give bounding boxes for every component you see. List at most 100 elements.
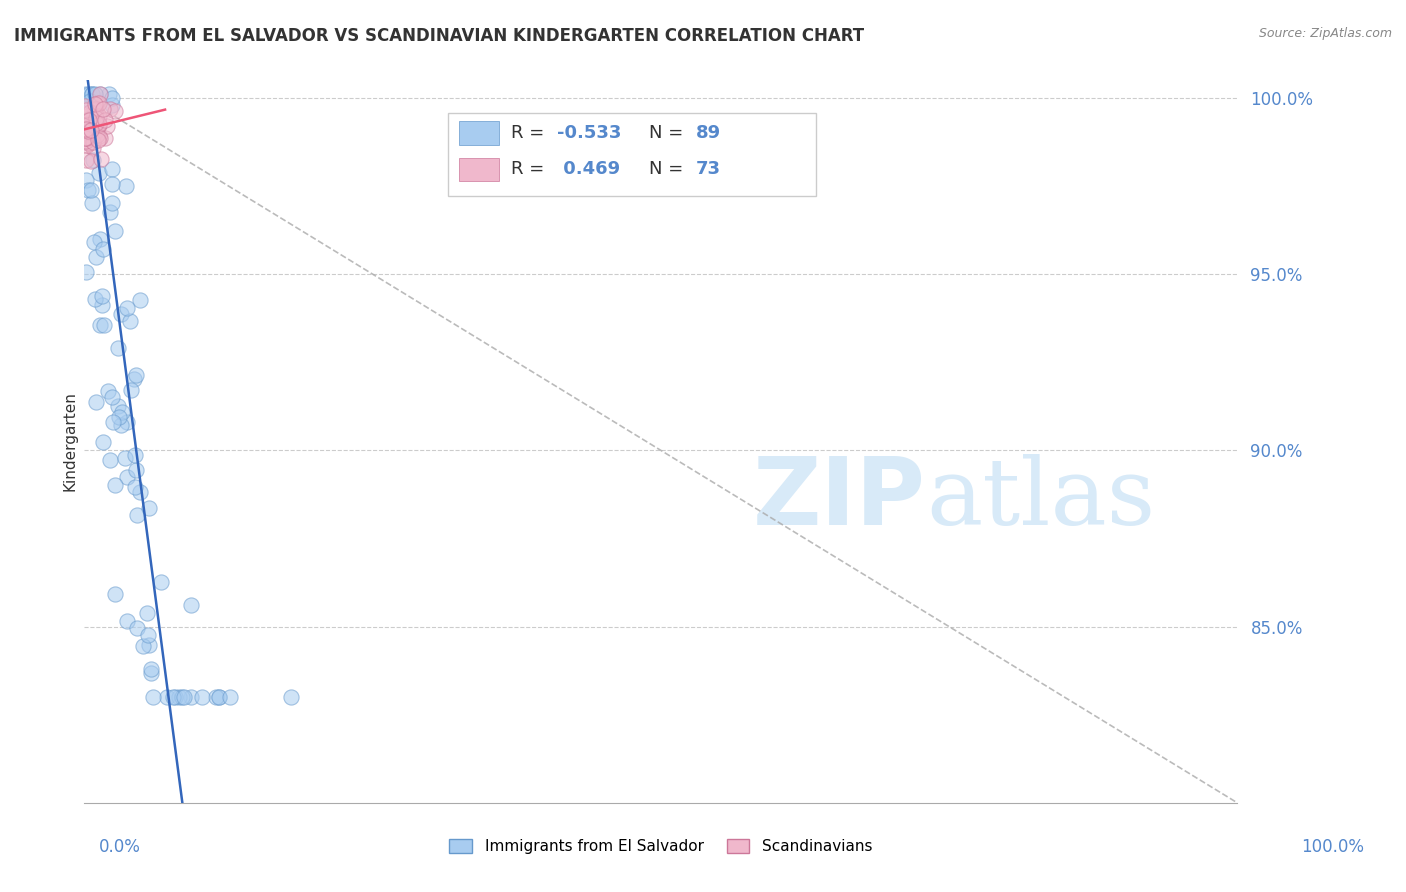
- Point: [103, 224, 125, 238]
- Point: [76, 133, 98, 147]
- Text: -0.533: -0.533: [557, 124, 621, 142]
- Point: [89, 232, 111, 246]
- Point: [204, 690, 226, 704]
- Point: [118, 313, 141, 327]
- Point: [77, 130, 100, 145]
- Point: [82, 111, 104, 125]
- Point: [104, 103, 127, 118]
- Point: [73, 134, 96, 148]
- Point: [76, 130, 98, 145]
- Point: [87, 120, 110, 134]
- Point: [89, 131, 111, 145]
- Point: [208, 690, 231, 704]
- Point: [75, 119, 97, 133]
- Point: [165, 690, 187, 704]
- Point: [77, 126, 100, 140]
- Point: [79, 95, 101, 109]
- Text: atlas: atlas: [927, 454, 1156, 544]
- Point: [76, 130, 98, 145]
- Point: [83, 129, 105, 144]
- Text: 73: 73: [696, 161, 720, 178]
- Point: [79, 130, 101, 145]
- Point: [82, 196, 104, 211]
- Point: [76, 115, 98, 129]
- Point: [107, 399, 129, 413]
- Point: [91, 289, 114, 303]
- Point: [75, 173, 97, 187]
- Point: [84, 97, 107, 112]
- Point: [86, 95, 108, 110]
- Text: Source: ZipAtlas.com: Source: ZipAtlas.com: [1258, 27, 1392, 40]
- Point: [91, 103, 114, 117]
- Point: [83, 132, 105, 146]
- Text: ZIP: ZIP: [754, 453, 927, 545]
- Point: [101, 162, 124, 177]
- Point: [76, 136, 98, 150]
- Point: [77, 127, 100, 141]
- Point: [100, 98, 122, 112]
- Point: [77, 87, 100, 102]
- Point: [73, 131, 96, 145]
- Point: [80, 122, 103, 136]
- Point: [82, 141, 104, 155]
- Point: [76, 110, 98, 124]
- Point: [83, 235, 105, 249]
- Text: R =: R =: [510, 124, 550, 142]
- Point: [138, 501, 160, 516]
- Point: [115, 614, 138, 628]
- Point: [208, 690, 231, 704]
- Text: N =: N =: [650, 161, 689, 178]
- Point: [77, 124, 100, 138]
- Point: [162, 690, 184, 704]
- Point: [125, 621, 148, 635]
- Point: [79, 122, 101, 136]
- Point: [75, 119, 97, 133]
- Point: [77, 125, 100, 139]
- Point: [91, 242, 114, 256]
- Point: [190, 690, 212, 704]
- Point: [79, 105, 101, 120]
- Point: [75, 153, 97, 167]
- Point: [87, 117, 110, 131]
- Point: [124, 448, 146, 462]
- Point: [82, 153, 104, 167]
- Point: [86, 128, 108, 143]
- Point: [84, 111, 107, 125]
- Point: [80, 183, 103, 197]
- Point: [107, 342, 129, 356]
- Point: [141, 666, 163, 681]
- Point: [173, 690, 195, 704]
- Point: [83, 87, 105, 102]
- Point: [87, 133, 110, 147]
- Point: [84, 115, 107, 129]
- Text: 89: 89: [696, 124, 720, 142]
- Point: [90, 298, 112, 312]
- Point: [104, 587, 127, 601]
- Point: [93, 318, 115, 332]
- Point: [75, 103, 97, 117]
- Point: [125, 463, 148, 477]
- FancyBboxPatch shape: [447, 112, 817, 196]
- FancyBboxPatch shape: [460, 121, 499, 145]
- Point: [138, 638, 160, 652]
- Point: [110, 418, 132, 433]
- Point: [219, 690, 242, 704]
- Point: [77, 183, 100, 197]
- Point: [77, 112, 100, 126]
- Point: [115, 415, 138, 429]
- Point: [98, 87, 121, 102]
- Point: [87, 96, 110, 111]
- Point: [79, 123, 101, 137]
- Point: [93, 434, 115, 449]
- Point: [127, 508, 149, 523]
- Point: [101, 415, 124, 429]
- Point: [83, 103, 105, 118]
- Point: [115, 301, 138, 315]
- Point: [96, 119, 118, 133]
- Point: [98, 204, 121, 219]
- Text: 0.0%: 0.0%: [98, 838, 141, 856]
- Point: [142, 690, 165, 704]
- Point: [180, 599, 202, 613]
- Point: [129, 485, 152, 500]
- Point: [80, 123, 103, 137]
